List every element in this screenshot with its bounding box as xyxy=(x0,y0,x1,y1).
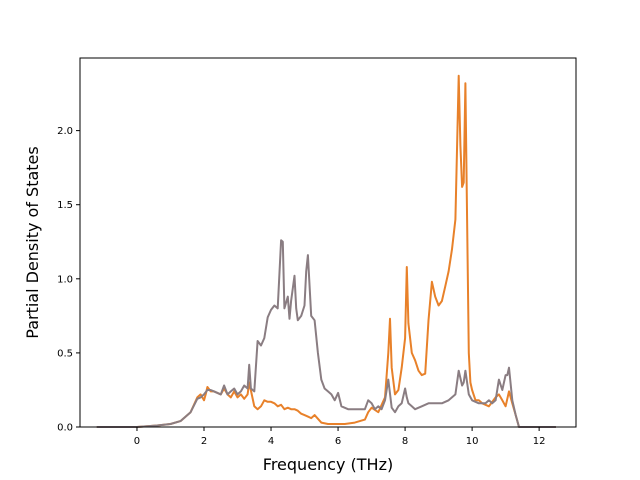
plot-lines xyxy=(96,74,556,428)
y-tick-label: 0.0 xyxy=(57,423,73,434)
y-axis-ticks: 0.0 0.5 1.0 1.5 2.0 xyxy=(57,126,80,434)
y-tick-label: 0.5 xyxy=(57,348,73,359)
x-axis-label: Frequency (THz) xyxy=(263,455,393,474)
series-line-2 xyxy=(96,239,556,428)
x-tick-label: 4 xyxy=(268,436,274,447)
y-tick-label: 1.0 xyxy=(57,274,73,285)
x-tick-label: 8 xyxy=(402,436,408,447)
series-line-1 xyxy=(96,74,556,428)
x-tick-label: 12 xyxy=(533,436,546,447)
x-tick-label: 6 xyxy=(335,436,341,447)
x-tick-label: 0 xyxy=(134,436,140,447)
plot-frame xyxy=(79,57,577,428)
x-axis-ticks: 0 2 4 6 8 10 12 xyxy=(134,427,546,447)
y-tick-label: 1.5 xyxy=(57,200,73,211)
y-axis-label: Partial Density of States xyxy=(23,146,42,338)
y-tick-label: 2.0 xyxy=(57,126,73,137)
x-tick-label: 10 xyxy=(466,436,479,447)
x-tick-label: 2 xyxy=(201,436,207,447)
